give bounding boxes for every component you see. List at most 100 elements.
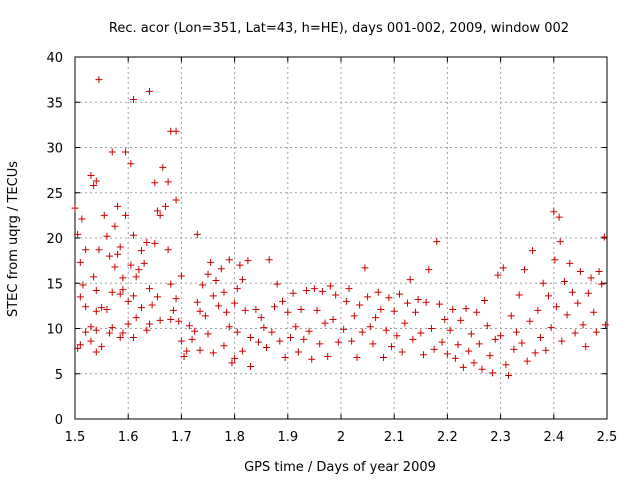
data-point: [127, 261, 135, 269]
data-point: [361, 264, 369, 272]
data-point: [225, 256, 233, 264]
data-point: [523, 357, 531, 365]
data-point: [156, 211, 164, 219]
data-point: [260, 324, 268, 332]
x-axis-ticks: 1.5 1.6 1.7 1.8 1.9 2 2.1 2.2 2.3 2.4 2.5: [65, 57, 618, 445]
data-point: [417, 329, 425, 337]
data-point: [388, 343, 396, 351]
data-point: [207, 258, 215, 266]
data-point: [140, 259, 148, 267]
y-tick-label: 40: [46, 51, 63, 66]
data-point: [241, 306, 249, 314]
data-point: [345, 285, 353, 293]
data-point: [71, 204, 79, 212]
data-point: [185, 322, 193, 330]
data-point: [294, 348, 302, 356]
data-point: [313, 306, 321, 314]
data-point: [124, 320, 132, 328]
data-point: [196, 346, 204, 354]
data-point: [497, 332, 505, 340]
data-point: [145, 285, 153, 293]
data-point: [204, 330, 212, 338]
data-point: [167, 315, 175, 323]
data-point: [223, 308, 231, 316]
data-point: [289, 289, 297, 297]
data-point: [590, 308, 598, 316]
data-point: [531, 349, 539, 357]
data-point: [151, 179, 159, 187]
data-points: [71, 76, 609, 380]
data-point: [475, 340, 483, 348]
data-point: [127, 160, 135, 168]
y-tick-label: 35: [46, 96, 63, 111]
data-point: [180, 353, 188, 361]
x-tick-label: 2.5: [597, 430, 618, 445]
data-point: [76, 293, 84, 301]
data-point: [217, 265, 225, 273]
data-point: [278, 297, 286, 305]
data-point: [82, 246, 90, 254]
data-point: [584, 289, 592, 297]
data-point: [451, 354, 459, 362]
data-point: [257, 314, 265, 322]
data-point: [161, 202, 169, 210]
data-point: [263, 344, 271, 352]
data-point: [172, 127, 180, 135]
data-point: [507, 312, 515, 320]
data-point: [143, 239, 151, 247]
data-point: [116, 243, 124, 251]
data-point: [380, 353, 388, 361]
data-point: [175, 317, 183, 325]
data-point: [316, 340, 324, 348]
data-point: [228, 359, 236, 367]
data-point: [462, 305, 470, 313]
data-point: [435, 300, 443, 308]
data-point: [390, 307, 398, 315]
data-point: [74, 344, 82, 352]
data-point: [510, 345, 518, 353]
data-point: [366, 323, 374, 331]
data-point: [438, 338, 446, 346]
data-point: [87, 172, 95, 180]
y-tick-label: 10: [46, 323, 63, 338]
data-point: [515, 291, 523, 299]
data-point: [457, 316, 465, 324]
data-point: [276, 337, 284, 345]
data-point: [132, 314, 140, 322]
x-tick-label: 1.9: [277, 430, 298, 445]
y-tick-label: 20: [46, 232, 63, 247]
x-tick-label: 2: [337, 430, 345, 445]
data-point: [473, 308, 481, 316]
data-point: [135, 266, 143, 274]
data-point: [148, 301, 156, 309]
data-point: [481, 296, 489, 304]
data-point: [247, 363, 255, 371]
data-point: [340, 325, 348, 333]
data-point: [98, 343, 106, 351]
y-tick-label: 30: [46, 142, 63, 157]
data-point: [236, 261, 244, 269]
data-point: [76, 341, 84, 349]
data-point: [505, 372, 513, 380]
data-point: [284, 308, 292, 316]
data-point: [587, 274, 595, 282]
data-point: [321, 319, 329, 327]
data-point: [82, 303, 90, 311]
data-point: [348, 337, 356, 345]
data-point: [600, 233, 608, 241]
data-point: [521, 266, 529, 274]
y-tick-label: 5: [55, 368, 63, 383]
data-point: [204, 270, 212, 278]
data-point: [582, 343, 590, 351]
data-point: [193, 298, 201, 306]
data-point: [385, 294, 393, 302]
data-point: [300, 335, 308, 343]
data-point: [119, 329, 127, 337]
data-point: [265, 256, 273, 264]
data-point: [183, 347, 191, 355]
data-point: [411, 308, 419, 316]
data-point: [108, 288, 116, 296]
data-point: [231, 354, 239, 362]
data-point: [297, 305, 305, 313]
data-point: [318, 287, 326, 295]
